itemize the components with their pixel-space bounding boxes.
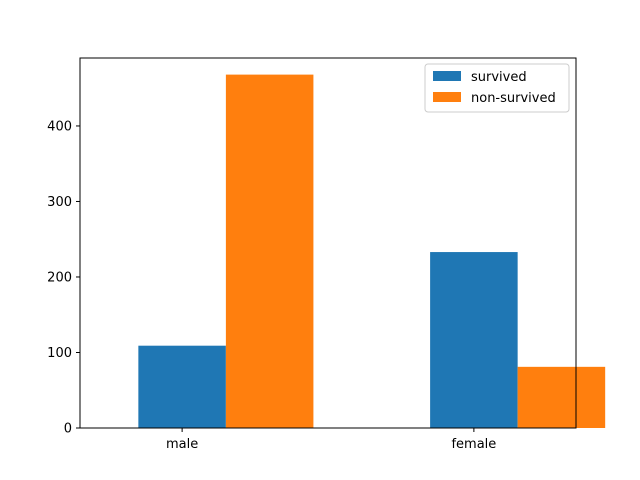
legend-swatch-survived bbox=[433, 71, 461, 81]
legend-label-survived: survived bbox=[471, 70, 527, 85]
legend: survived non-survived bbox=[424, 63, 570, 113]
legend-swatch-non-survived bbox=[433, 92, 461, 102]
legend-label-non-survived: non-survived bbox=[471, 91, 556, 106]
y-tick-label: 300 bbox=[47, 195, 72, 210]
y-tick-label: 200 bbox=[47, 270, 72, 285]
bar-survived-male bbox=[138, 345, 226, 428]
y-axis: 0 100 200 300 400 bbox=[47, 119, 80, 437]
x-axis: male female bbox=[166, 428, 496, 452]
y-tick-label: 0 bbox=[64, 422, 72, 437]
y-tick-label: 100 bbox=[47, 346, 72, 361]
x-tick-label-female: female bbox=[451, 437, 496, 452]
plot-frame bbox=[79, 57, 577, 429]
y-tick-label: 400 bbox=[47, 119, 72, 134]
bar-survived-female bbox=[430, 252, 518, 428]
bar-non-survived-female bbox=[517, 366, 606, 428]
bar-non-survived-male bbox=[225, 74, 314, 428]
x-tick-label-male: male bbox=[166, 437, 198, 452]
bars-group bbox=[138, 74, 606, 428]
